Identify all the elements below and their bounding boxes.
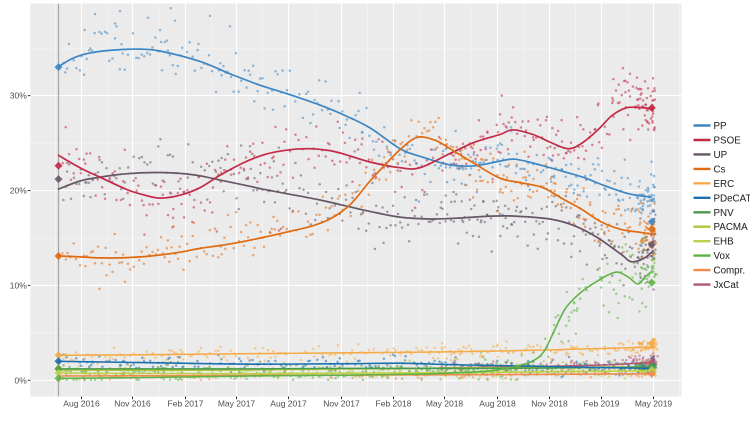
svg-text:Aug 2016: Aug 2016 xyxy=(63,399,100,409)
svg-text:Nov 2017: Nov 2017 xyxy=(323,399,360,409)
svg-text:Nov 2016: Nov 2016 xyxy=(114,399,151,409)
svg-text:PSOE: PSOE xyxy=(714,136,742,147)
svg-text:May 2018: May 2018 xyxy=(426,399,464,409)
svg-text:PACMA: PACMA xyxy=(714,222,749,233)
svg-text:PDeCAT: PDeCAT xyxy=(714,193,750,204)
svg-text:JxCat: JxCat xyxy=(714,280,739,291)
svg-text:20%: 20% xyxy=(10,186,27,196)
svg-text:Aug 2017: Aug 2017 xyxy=(270,399,307,409)
svg-text:Vox: Vox xyxy=(714,251,730,262)
svg-text:Compr.: Compr. xyxy=(714,266,746,277)
svg-text:EHB: EHB xyxy=(714,237,735,248)
svg-text:30%: 30% xyxy=(10,91,27,101)
svg-text:May 2019: May 2019 xyxy=(635,399,673,409)
svg-text:Feb 2019: Feb 2019 xyxy=(584,399,620,409)
svg-text:PP: PP xyxy=(714,121,728,132)
svg-text:UP: UP xyxy=(714,150,728,161)
svg-text:May 2017: May 2017 xyxy=(218,399,256,409)
svg-text:Nov 2018: Nov 2018 xyxy=(531,399,568,409)
svg-text:PNV: PNV xyxy=(714,208,735,219)
svg-text:Cs: Cs xyxy=(714,164,726,175)
svg-text:ERC: ERC xyxy=(714,179,735,190)
svg-text:Feb 2018: Feb 2018 xyxy=(376,399,412,409)
svg-text:10%: 10% xyxy=(10,280,27,290)
svg-text:Aug 2018: Aug 2018 xyxy=(479,399,516,409)
svg-text:Feb 2017: Feb 2017 xyxy=(168,399,204,409)
svg-text:0%: 0% xyxy=(15,375,28,385)
